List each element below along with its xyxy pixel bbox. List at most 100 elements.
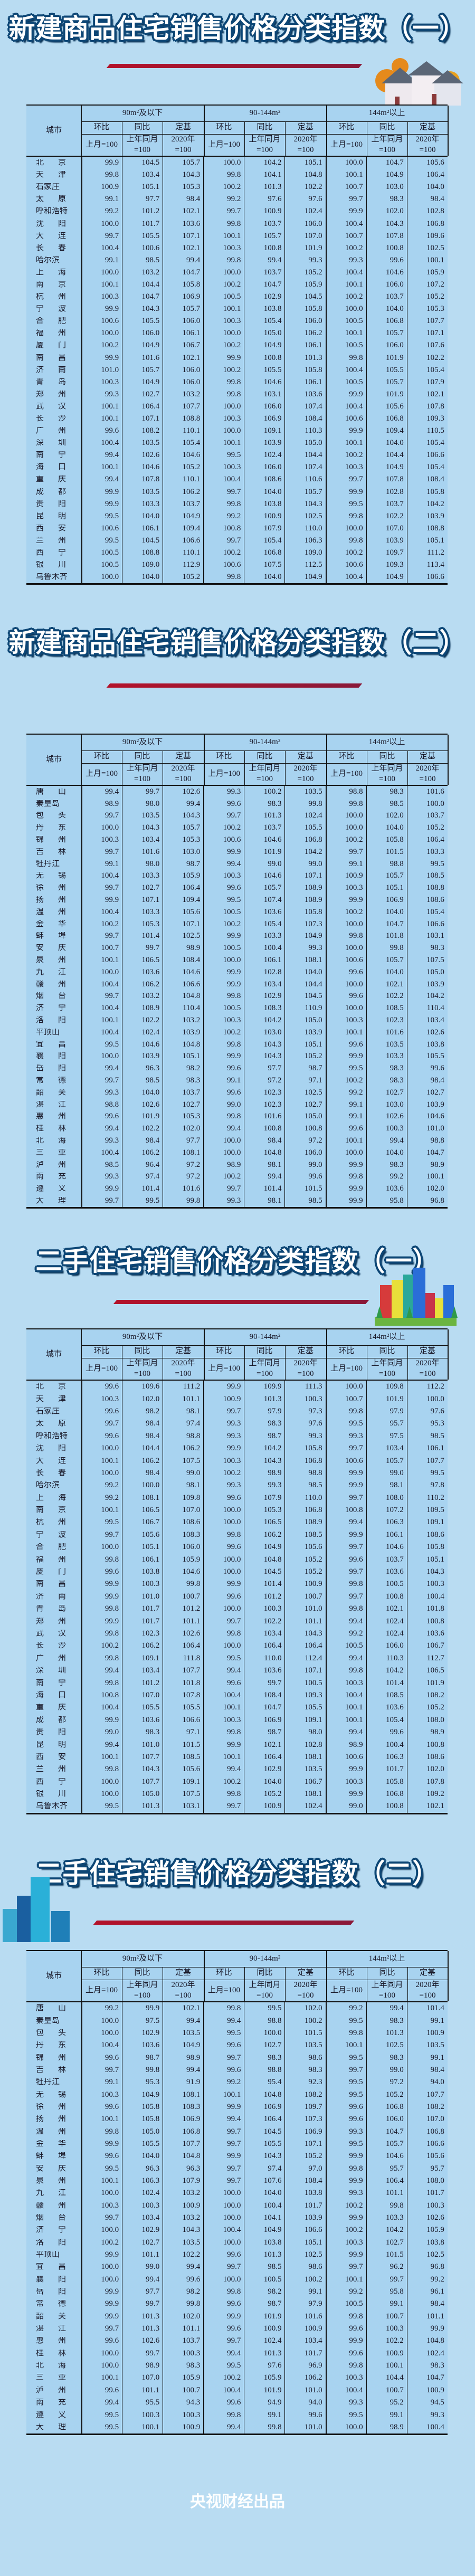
index-value: 105.4 <box>244 315 284 328</box>
index-value: 102.6 <box>366 1110 407 1123</box>
index-value: 108.4 <box>284 2174 325 2188</box>
index-value: 99.6 <box>81 2051 122 2064</box>
index-value: 99.9 <box>325 1158 366 1171</box>
table-row: 湛江 98.8 102.6 102.7 99.0 102.3 102.7 99.1 103.0 1… <box>26 1098 448 1111</box>
table-row: 成都 99.9 103.5 106.2 99.7 104.0 105.7 99.9 102.8 1… <box>26 486 448 498</box>
index-value: 103.3 <box>244 930 284 943</box>
table-row: 洛阳 100.2 102.7 103.5 100.0 103.8 105.1 100.3 102… <box>26 2236 448 2249</box>
index-value: 100.8 <box>284 1123 325 1135</box>
index-value: 99.1 <box>325 1110 366 1123</box>
index-value: 102.3 <box>122 1627 163 1640</box>
index-value: 99.6 <box>81 2150 122 2163</box>
city-name: 牡丹江 <box>36 2078 60 2087</box>
index-value: 108.6 <box>163 1516 203 1529</box>
city-name: 大理 <box>36 1196 81 1205</box>
index-value: 99.4 <box>203 1664 244 1677</box>
index-value: 107.8 <box>406 400 448 413</box>
index-value: 98.6 <box>284 2261 325 2274</box>
index-value: 103.1 <box>406 930 448 943</box>
metric-header: 同比 <box>379 123 395 132</box>
table-row: 桂林 99.4 102.2 102.0 99.4 100.8 100.8 99.6 100.3 1… <box>26 1123 448 1135</box>
index-value: 99.9 <box>325 894 366 906</box>
index-value: 99.4 <box>203 2014 244 2027</box>
city-name: 吉林 <box>36 848 81 856</box>
grid-line <box>204 106 205 156</box>
index-value: 100.6 <box>325 1751 366 1764</box>
index-value: 99.3 <box>325 2187 366 2200</box>
index-value: 107.8 <box>366 230 407 242</box>
index-value: 103.2 <box>163 2187 203 2200</box>
index-value: 99.4 <box>163 254 203 267</box>
table-header: 城市 90m²及以下 环比 上月=100 同比 上年同月 =100 定基 2020年 =100… <box>26 1329 449 1381</box>
index-value: 100.2 <box>325 449 366 462</box>
index-value: 105.8 <box>284 364 325 376</box>
index-value: 99.4 <box>366 1135 407 1147</box>
table-row: 蚌埠 99.6 104.0 104.8 99.9 104.3 105.2 99.9 104.6 1… <box>26 2150 448 2163</box>
index-value: 101.7 <box>284 2347 325 2360</box>
table-row: 杭州 100.3 104.7 106.9 100.5 102.9 104.5 100.2 103… <box>26 291 448 303</box>
index-value: 100.2 <box>325 2199 366 2212</box>
index-value: 99.5 <box>81 534 122 547</box>
index-value: 103.1 <box>163 1800 203 1813</box>
table-row: 遵义 99.9 101.4 101.6 99.7 101.4 101.5 99.9 103.6 1… <box>26 1183 448 1195</box>
price-index-table: 城市 90m²及以下 环比 上月=100 同比 上年同月 =100 定基 2020年 =100… <box>26 1950 449 2436</box>
index-value: 104.8 <box>406 2335 448 2347</box>
index-value: 99.7 <box>203 1183 244 1195</box>
index-value: 106.3 <box>366 1751 407 1764</box>
index-value: 108.6 <box>406 1528 448 1542</box>
index-value: 99.6 <box>325 1123 366 1135</box>
index-value: 105.6 <box>366 400 407 413</box>
index-value: 94.0 <box>284 2397 325 2409</box>
index-value: 107.1 <box>284 2137 325 2151</box>
index-value: 99.9 <box>325 1763 366 1776</box>
index-value: 100.3 <box>203 412 244 425</box>
index-value: 105.5 <box>244 2137 284 2151</box>
index-value: 102.1 <box>163 2002 203 2015</box>
index-value: 100.1 <box>325 1702 366 1714</box>
index-value: 105.1 <box>366 882 407 895</box>
index-value: 103.7 <box>244 217 284 230</box>
index-value: 104.0 <box>366 822 407 834</box>
index-value: 99.6 <box>81 1430 122 1442</box>
index-value: 100.9 <box>81 181 122 194</box>
index-value: 100.6 <box>325 412 366 425</box>
index-value: 97.6 <box>244 2359 284 2372</box>
table-row: 南宁 99.8 101.2 101.8 99.6 99.7 100.5 100.3 101.4 1… <box>26 1677 448 1689</box>
index-value: 108.4 <box>163 954 203 966</box>
index-value: 99.5 <box>244 2002 284 2015</box>
index-value: 101.7 <box>122 1615 163 1628</box>
index-value: 100.8 <box>81 1689 122 1702</box>
index-value: 101.3 <box>244 2248 284 2261</box>
index-value: 101.7 <box>406 2187 448 2200</box>
index-value: 106.8 <box>406 217 448 230</box>
table-row: 武汉 99.8 102.3 102.6 99.8 103.4 104.3 99.2 102.4 1… <box>26 1627 448 1640</box>
index-value: 106.0 <box>284 1146 325 1159</box>
index-value: 106.8 <box>406 2125 448 2138</box>
city-name: 重庆 <box>36 476 81 484</box>
metric-header: 定基 <box>175 1347 191 1356</box>
index-value: 95.4 <box>244 2076 284 2089</box>
grid-line <box>81 1345 448 1346</box>
index-value: 105.0 <box>284 437 325 450</box>
index-value: 101.9 <box>244 2384 284 2397</box>
index-value: 108.1 <box>284 1751 325 1764</box>
index-value: 97.2 <box>244 1075 284 1087</box>
index-value: 108.1 <box>163 1146 203 1159</box>
city-name: 湛江 <box>36 2325 81 2333</box>
index-value: 104.3 <box>244 1455 284 1467</box>
index-value: 106.2 <box>163 1442 203 1455</box>
index-value: 99.4 <box>81 449 122 462</box>
index-value: 101.9 <box>244 2310 284 2323</box>
table-row: 昆明 99.4 101.0 101.5 99.9 102.1 102.8 98.9 100.4 1… <box>26 1738 448 1751</box>
index-value: 100.0 <box>203 2211 244 2225</box>
houses-illustration <box>375 58 463 106</box>
index-value: 106.8 <box>284 834 325 846</box>
index-value: 108.0 <box>406 1714 448 1726</box>
index-value: 98.3 <box>366 2051 407 2064</box>
city-name: 石家庄 <box>36 1407 60 1415</box>
index-value: 98.3 <box>366 1062 407 1075</box>
index-value: 108.1 <box>163 2088 203 2101</box>
city-name: 济南 <box>36 1592 81 1601</box>
index-value: 102.1 <box>244 1738 284 1751</box>
city-name: 北海 <box>36 2362 81 2370</box>
